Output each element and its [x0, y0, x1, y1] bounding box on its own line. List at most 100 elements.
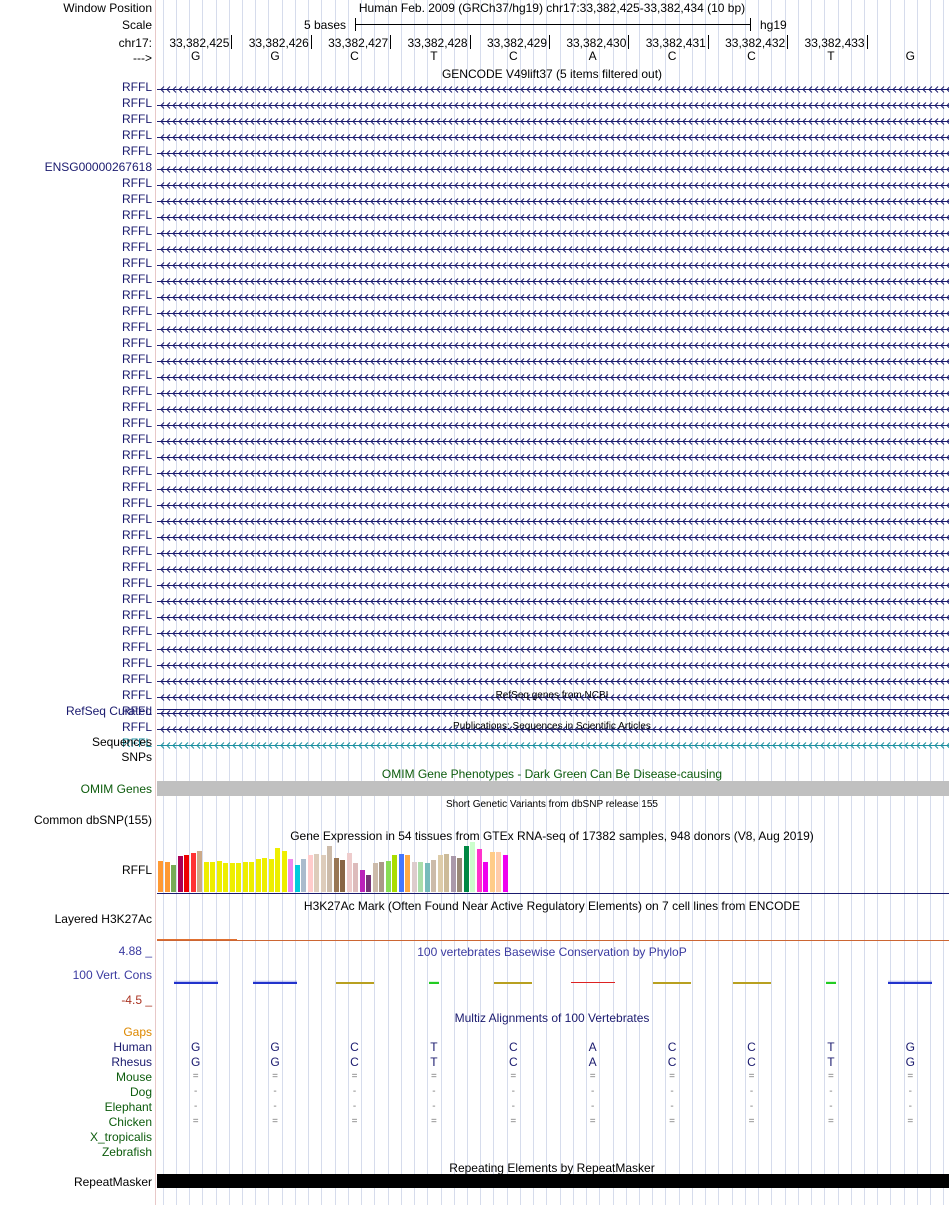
- gtex-tissue-bar[interactable]: [171, 865, 176, 892]
- gencode-gene-label[interactable]: ENSG00000267618: [44, 160, 152, 174]
- gtex-tissue-bar[interactable]: [444, 854, 449, 892]
- gtex-bar-chart[interactable]: [157, 842, 557, 892]
- gtex-tissue-bar[interactable]: [353, 863, 358, 892]
- multiz-species-label[interactable]: Rhesus: [111, 1055, 152, 1069]
- h3k27ac-label[interactable]: Layered H3K27Ac: [54, 912, 152, 926]
- gencode-transcript-line[interactable]: [157, 307, 950, 317]
- omim-bar[interactable]: [157, 781, 949, 796]
- multiz-gaps-label[interactable]: Gaps: [123, 1025, 152, 1039]
- phylop-label[interactable]: 100 Vert. Cons: [72, 968, 152, 982]
- gencode-transcript-line[interactable]: [157, 483, 950, 493]
- gtex-tissue-bar[interactable]: [327, 846, 332, 892]
- gencode-transcript-line[interactable]: [157, 435, 950, 445]
- multiz-species-label[interactable]: Elephant: [104, 1100, 152, 1114]
- gtex-tissue-bar[interactable]: [164, 862, 170, 892]
- phylop-mark[interactable]: [335, 981, 374, 984]
- gencode-gene-label[interactable]: RFFL: [122, 480, 152, 494]
- gtex-tissue-bar[interactable]: [236, 863, 241, 892]
- gencode-transcript-line[interactable]: [157, 227, 950, 237]
- gtex-tissue-bar[interactable]: [184, 855, 189, 892]
- gencode-transcript-line[interactable]: [157, 163, 950, 173]
- gencode-transcript-line[interactable]: [157, 147, 950, 157]
- multiz-species-label[interactable]: Human: [113, 1040, 152, 1054]
- gtex-tissue-bar[interactable]: [470, 842, 475, 892]
- gencode-gene-label[interactable]: RFFL: [122, 592, 152, 606]
- gencode-gene-label[interactable]: RFFL: [122, 224, 152, 238]
- gencode-transcript-line[interactable]: [157, 451, 950, 461]
- repeatmasker-label[interactable]: RepeatMasker: [73, 1175, 152, 1189]
- gencode-gene-label[interactable]: RFFL: [122, 496, 152, 510]
- gencode-gene-label[interactable]: RFFL: [122, 144, 152, 158]
- gencode-gene-label[interactable]: RFFL: [122, 304, 152, 318]
- multiz-track-title[interactable]: Multiz Alignments of 100 Vertebrates: [454, 1011, 650, 1025]
- gencode-transcript-line[interactable]: [157, 179, 950, 189]
- multiz-species-label[interactable]: X_tropicalis: [89, 1130, 152, 1144]
- gencode-gene-label[interactable]: RFFL: [122, 432, 152, 446]
- gencode-gene-label[interactable]: RFFL: [122, 80, 152, 94]
- gencode-transcript-line[interactable]: [157, 659, 950, 669]
- gencode-transcript-line[interactable]: [157, 339, 950, 349]
- refseq-track-title[interactable]: RefSeq genes from NCBI: [495, 690, 609, 701]
- gencode-gene-label[interactable]: RFFL: [122, 320, 152, 334]
- gtex-tissue-bar[interactable]: [359, 869, 365, 892]
- gtex-tissue-bar[interactable]: [392, 855, 397, 892]
- omim-label[interactable]: OMIM Genes: [80, 782, 152, 796]
- gencode-transcript-line[interactable]: [157, 547, 950, 557]
- phylop-mark[interactable]: [253, 980, 298, 984]
- gencode-gene-label[interactable]: RFFL: [122, 608, 152, 622]
- gtex-tissue-bar[interactable]: [418, 862, 423, 892]
- gencode-transcript-line[interactable]: [157, 243, 950, 253]
- gencode-transcript-line[interactable]: [157, 563, 950, 573]
- gencode-gene-label[interactable]: RFFL: [122, 736, 152, 750]
- gencode-gene-label[interactable]: RFFL: [122, 624, 152, 638]
- phylop-mark[interactable]: [825, 980, 836, 984]
- gencode-transcript-line[interactable]: [157, 83, 950, 93]
- gencode-gene-label[interactable]: RFFL: [122, 272, 152, 286]
- sequence-base[interactable]: C: [667, 49, 677, 63]
- gencode-gene-label[interactable]: RFFL: [122, 368, 152, 382]
- gtex-tissue-bar[interactable]: [203, 862, 209, 892]
- gencode-transcript-line[interactable]: [157, 275, 950, 285]
- gtex-tissue-bar[interactable]: [197, 850, 202, 892]
- sequence-base[interactable]: C: [350, 49, 359, 63]
- gencode-gene-label[interactable]: RFFL: [122, 688, 152, 702]
- gencode-transcript-line[interactable]: [157, 499, 950, 509]
- gtex-tissue-bar[interactable]: [379, 862, 384, 892]
- gencode-transcript-line[interactable]: [157, 131, 950, 141]
- gencode-gene-label[interactable]: RFFL: [122, 384, 152, 398]
- gencode-gene-label[interactable]: RFFL: [122, 640, 152, 654]
- gencode-gene-label[interactable]: RFFL: [122, 400, 152, 414]
- gtex-tissue-bar[interactable]: [190, 853, 196, 892]
- gencode-transcript-line[interactable]: [157, 723, 950, 733]
- gencode-gene-label[interactable]: RFFL: [122, 256, 152, 270]
- gtex-tissue-bar[interactable]: [255, 858, 261, 892]
- gencode-transcript-line[interactable]: [157, 515, 950, 525]
- gtex-tissue-bar[interactable]: [268, 858, 274, 892]
- gencode-transcript-line[interactable]: [157, 387, 950, 397]
- gencode-gene-label[interactable]: RFFL: [122, 512, 152, 526]
- sequence-base[interactable]: C: [747, 49, 756, 63]
- gencode-gene-label[interactable]: RFFL: [122, 416, 152, 430]
- gtex-tissue-bar[interactable]: [483, 862, 488, 892]
- gtex-tissue-bar[interactable]: [333, 857, 339, 892]
- gtex-tissue-bar[interactable]: [450, 856, 456, 892]
- gencode-gene-label[interactable]: RFFL: [122, 464, 152, 478]
- gtex-tissue-bar[interactable]: [385, 860, 391, 892]
- phylop-mark[interactable]: [888, 979, 933, 984]
- gencode-transcript-line[interactable]: [157, 675, 950, 685]
- phylop-mark[interactable]: [173, 979, 218, 984]
- gtex-tissue-bar[interactable]: [262, 857, 267, 892]
- gencode-gene-label[interactable]: RFFL: [122, 176, 152, 190]
- gtex-tissue-bar[interactable]: [366, 875, 371, 892]
- gencode-gene-label[interactable]: RFFL: [122, 192, 152, 206]
- gencode-transcript-line[interactable]: [157, 419, 950, 429]
- phylop-mark[interactable]: [653, 981, 692, 984]
- gencode-transcript-line[interactable]: [157, 739, 950, 749]
- gtex-tissue-bar[interactable]: [463, 846, 469, 892]
- multiz-species-label[interactable]: Mouse: [115, 1070, 152, 1084]
- gencode-gene-label[interactable]: RFFL: [122, 560, 152, 574]
- gencode-transcript-line[interactable]: [157, 611, 950, 621]
- gtex-tissue-bar[interactable]: [216, 860, 222, 892]
- gtex-tissue-bar[interactable]: [437, 855, 443, 892]
- gencode-gene-label[interactable]: RFFL: [122, 352, 152, 366]
